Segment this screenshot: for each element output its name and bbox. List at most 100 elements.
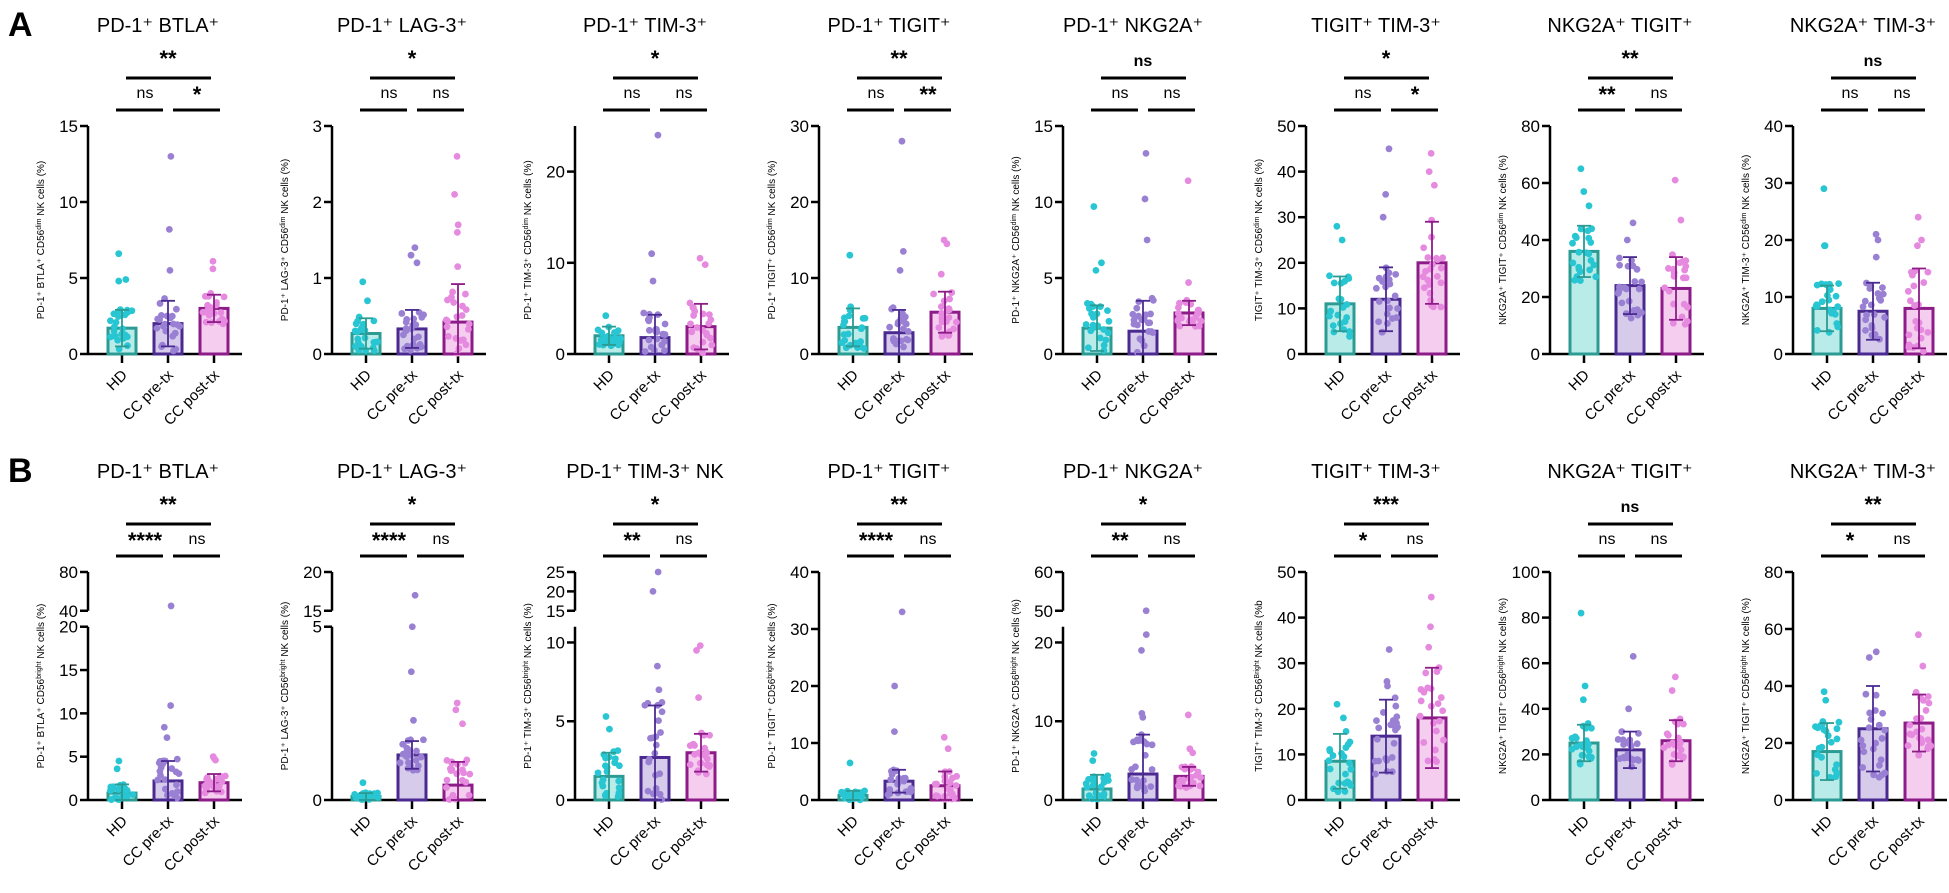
data-point bbox=[1086, 327, 1094, 335]
data-point bbox=[1427, 296, 1435, 304]
data-point bbox=[1383, 310, 1391, 318]
data-point bbox=[1345, 275, 1353, 282]
y-axis: 0 20 40 60 80 bbox=[1764, 563, 1795, 810]
data-point bbox=[1828, 309, 1836, 317]
data-point bbox=[1188, 317, 1196, 325]
y-tick-label: 0 bbox=[556, 791, 565, 810]
data-point bbox=[891, 337, 899, 344]
data-point bbox=[657, 729, 665, 736]
chart-title: PD-1⁺ LAG-3⁺ bbox=[337, 461, 467, 483]
data-point bbox=[1097, 259, 1105, 267]
data-point bbox=[361, 326, 368, 334]
panel-label-b: B bbox=[8, 452, 33, 490]
y-axis-label: PD-1⁺ LAG-3⁺ CD56dim NK cells (%) bbox=[279, 159, 291, 321]
sig-label-pre-vs-post: ns bbox=[189, 531, 206, 548]
data-point bbox=[1879, 284, 1887, 292]
data-point bbox=[1101, 336, 1109, 344]
data-point bbox=[1585, 202, 1593, 210]
data-point bbox=[1833, 292, 1840, 300]
data-point bbox=[123, 787, 131, 794]
data-point bbox=[1590, 261, 1597, 269]
data-point bbox=[1138, 713, 1146, 721]
data-point bbox=[207, 304, 214, 311]
data-point bbox=[1881, 313, 1889, 321]
sig-label-pre-vs-post: ns bbox=[1650, 531, 1667, 548]
x-category-label: HD bbox=[1809, 813, 1836, 840]
data-point bbox=[697, 642, 704, 650]
data-point bbox=[1432, 746, 1439, 754]
data-point bbox=[1137, 337, 1145, 344]
data-point bbox=[901, 313, 909, 321]
sig-label-pre-vs-post: ns bbox=[432, 531, 449, 548]
group-cc-pre-tx: CC pre-tx bbox=[1338, 145, 1402, 424]
data-point bbox=[1184, 177, 1192, 185]
data-point bbox=[107, 333, 114, 341]
data-point bbox=[1333, 222, 1341, 230]
data-point bbox=[157, 311, 165, 319]
data-point bbox=[443, 323, 451, 331]
y-tick-label: 20 bbox=[1764, 231, 1783, 250]
data-point bbox=[156, 758, 164, 765]
y-tick-label: 5 bbox=[1043, 269, 1052, 288]
data-point bbox=[459, 769, 467, 777]
y-tick-label: 10 bbox=[546, 254, 565, 273]
y-axis: 0 10 20 30 40 50 bbox=[1277, 117, 1308, 364]
sig-label-pre-vs-post: ns bbox=[919, 531, 936, 548]
data-point bbox=[175, 770, 183, 778]
significance-brackets: * ns ns bbox=[359, 46, 464, 112]
sig-label-pre-vs-post: * bbox=[193, 82, 202, 107]
y-label-main: PD-1⁺ TIM-3⁺ CD56 bbox=[523, 678, 534, 769]
data-point bbox=[417, 753, 425, 761]
data-point bbox=[659, 330, 667, 338]
chart-title: PD-1⁺ LAG-3⁺ bbox=[337, 15, 467, 37]
data-point bbox=[1816, 744, 1823, 752]
data-point bbox=[1133, 784, 1141, 792]
data-point bbox=[610, 748, 618, 756]
data-point bbox=[1827, 286, 1835, 293]
data-point bbox=[217, 309, 225, 316]
data-point bbox=[1085, 305, 1093, 312]
data-point bbox=[846, 759, 854, 767]
data-point bbox=[1094, 795, 1101, 803]
y-tick-label: 25 bbox=[546, 563, 565, 582]
group-cc-pre-tx: CC pre-tx bbox=[119, 153, 184, 424]
data-point bbox=[1373, 284, 1380, 292]
data-point bbox=[115, 757, 123, 765]
data-point bbox=[1388, 754, 1396, 761]
y-tick-label: 100 bbox=[1511, 563, 1539, 582]
sig-label-pre-vs-post: ns bbox=[1163, 531, 1180, 548]
data-point bbox=[891, 682, 898, 690]
data-point bbox=[1145, 319, 1153, 327]
data-point bbox=[1089, 781, 1097, 789]
data-point bbox=[1428, 593, 1435, 601]
data-point bbox=[115, 250, 123, 258]
data-point bbox=[1572, 734, 1580, 742]
data-point bbox=[159, 341, 166, 349]
data-point bbox=[1616, 755, 1623, 762]
data-point bbox=[218, 315, 226, 323]
data-point bbox=[937, 270, 945, 278]
data-point bbox=[1178, 763, 1185, 771]
data-point bbox=[1819, 298, 1826, 306]
data-point bbox=[1439, 707, 1447, 715]
group-hd: HD bbox=[591, 713, 625, 840]
data-point bbox=[453, 229, 461, 236]
data-point bbox=[442, 784, 450, 791]
data-point bbox=[693, 345, 701, 352]
bar-chart: NKG2A⁺ TIGIT⁺ **** ns 0 20 40 60 80 NKG2A⁺ TIGIT… bbox=[1497, 15, 1704, 429]
data-point bbox=[1419, 273, 1427, 281]
y-tick-label: 20 bbox=[546, 163, 565, 182]
data-point bbox=[687, 320, 695, 328]
data-point bbox=[615, 777, 623, 785]
data-point bbox=[853, 344, 861, 352]
data-point bbox=[1577, 741, 1584, 749]
x-category-label: HD bbox=[1565, 367, 1592, 394]
data-point bbox=[1391, 694, 1399, 702]
data-point bbox=[1386, 304, 1394, 312]
data-point bbox=[1909, 271, 1917, 279]
data-point bbox=[1828, 738, 1836, 746]
data-point bbox=[166, 267, 174, 274]
data-point bbox=[1873, 230, 1880, 238]
data-point bbox=[1417, 697, 1425, 705]
data-point bbox=[1835, 718, 1843, 726]
